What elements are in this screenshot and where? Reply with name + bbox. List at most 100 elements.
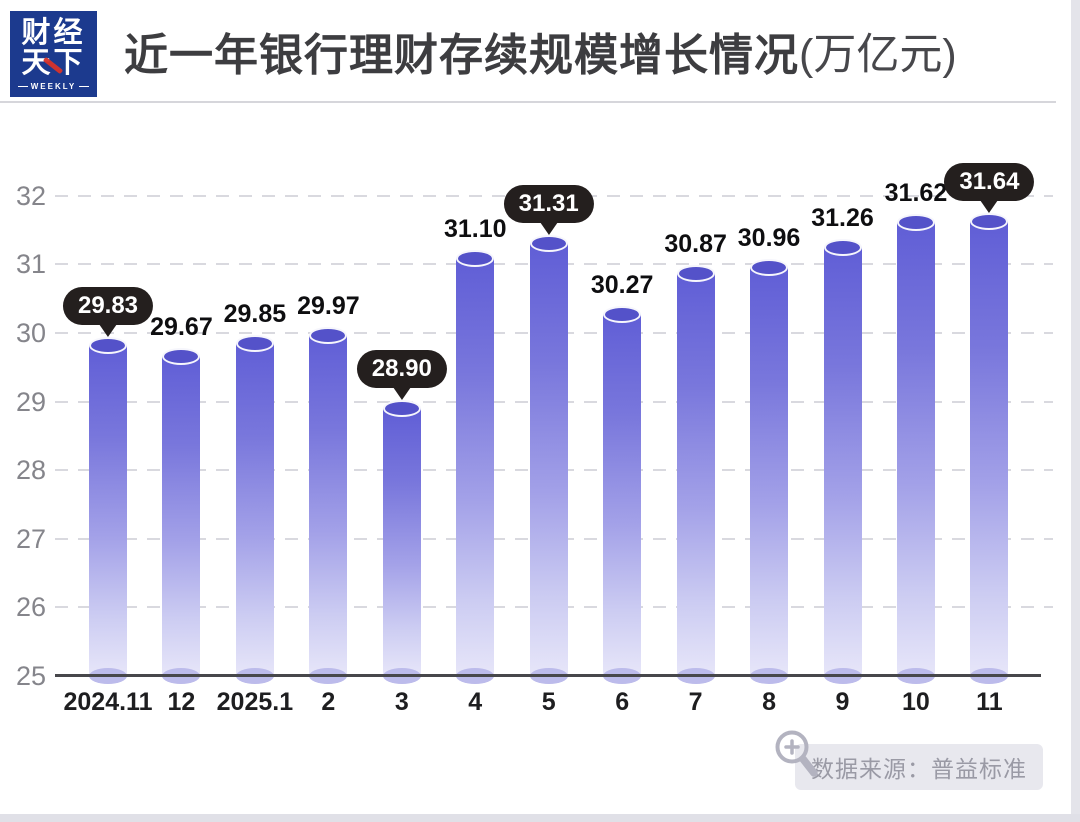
x-tick-label-11: 11 bbox=[976, 688, 1003, 716]
y-tick-label-31: 31 bbox=[15, 249, 46, 280]
page-title-unit: (万亿元) bbox=[799, 31, 957, 79]
bar-2024.11 bbox=[89, 336, 127, 684]
bar-body bbox=[529, 243, 568, 676]
logo-text-line1: 财经 bbox=[21, 16, 86, 49]
callout-tail bbox=[392, 387, 411, 401]
bar-top-ellipse bbox=[162, 347, 201, 365]
value-callout-text: 31.64 bbox=[944, 162, 1035, 201]
bar-11 bbox=[970, 212, 1009, 684]
bar-4 bbox=[456, 249, 495, 684]
x-tick-label-2: 2 bbox=[321, 688, 336, 716]
bar-7 bbox=[676, 265, 715, 684]
bar-12 bbox=[162, 347, 201, 684]
bar-8 bbox=[750, 259, 789, 684]
bar-top-ellipse bbox=[970, 212, 1009, 230]
logo-dash-right bbox=[79, 85, 90, 87]
x-tick-label-8: 8 bbox=[762, 688, 776, 716]
callout-tail bbox=[980, 199, 999, 213]
bar-top-ellipse bbox=[309, 327, 348, 345]
magnifier-plus-icon bbox=[775, 730, 818, 777]
y-tick-label-25: 25 bbox=[15, 661, 46, 691]
value-callout-text: 28.90 bbox=[356, 350, 447, 389]
callout-tail bbox=[539, 222, 558, 236]
value-callout-text: 29.83 bbox=[62, 286, 154, 325]
logo-weekly-text: WEEKLY bbox=[30, 81, 77, 91]
bar-top-ellipse bbox=[676, 265, 715, 283]
value-callout-11: 31.64 bbox=[944, 162, 1035, 213]
x-tick-label-10: 10 bbox=[902, 688, 930, 716]
x-tick-label-6: 6 bbox=[615, 688, 630, 716]
bar-10 bbox=[896, 213, 935, 684]
y-tick-label-28: 28 bbox=[15, 455, 46, 486]
bar-3 bbox=[382, 400, 421, 684]
value-label-6: 30.27 bbox=[590, 271, 654, 300]
page-title: 近一年银行理财存续规模增长情况 (万亿元) bbox=[124, 0, 957, 102]
x-tick-label-12: 12 bbox=[167, 688, 196, 716]
value-label-12: 29.67 bbox=[150, 312, 213, 341]
bar-9 bbox=[823, 238, 862, 684]
bar-body bbox=[235, 343, 274, 676]
value-callout-text: 31.31 bbox=[503, 185, 594, 224]
bar-body bbox=[162, 355, 201, 676]
bar-top-ellipse bbox=[750, 259, 789, 277]
bar-top-ellipse bbox=[603, 306, 642, 324]
x-tick-label-2024.11: 2024.11 bbox=[63, 688, 153, 716]
x-tick-label-4: 4 bbox=[468, 688, 483, 716]
bar-top-ellipse bbox=[235, 335, 274, 353]
y-axis-labels: 25 26 27 28 29 30 31 32 bbox=[0, 182, 46, 690]
value-label-8: 30.96 bbox=[737, 224, 801, 253]
bar-5 bbox=[529, 235, 568, 684]
y-tick-label-29: 29 bbox=[15, 386, 46, 417]
bar-6 bbox=[603, 306, 642, 684]
plot-area: 29.83 2024.11 29.67 12 29.85 2025.1 29.97 2 28.9… bbox=[55, 162, 1055, 716]
bar-top-ellipse bbox=[823, 238, 862, 256]
page-title-main: 近一年银行理财存续规模增长情况 bbox=[124, 31, 799, 80]
brand-logo: 财经 天下 WEEKLY bbox=[10, 11, 97, 97]
bar-top-ellipse bbox=[896, 213, 935, 231]
bar-body bbox=[456, 257, 495, 676]
bar-body bbox=[676, 273, 715, 676]
bar-body bbox=[309, 335, 348, 676]
header-divider bbox=[0, 101, 1056, 103]
bar-top-ellipse bbox=[382, 400, 421, 418]
x-tick-label-9: 9 bbox=[835, 688, 850, 716]
screenshot-edge-right bbox=[1071, 0, 1080, 822]
value-callout-3: 28.90 bbox=[356, 350, 447, 401]
bar-body bbox=[896, 221, 935, 676]
bar-body bbox=[382, 408, 421, 676]
y-tick-label-30: 30 bbox=[15, 318, 46, 348]
bar-body bbox=[750, 267, 789, 676]
bar-2 bbox=[309, 327, 348, 684]
value-callout-2024.11: 29.83 bbox=[62, 286, 154, 337]
y-tick-label-26: 26 bbox=[15, 592, 46, 623]
header: 财经 天下 WEEKLY 近一年银行理财存续规模增长情况(万亿元) bbox=[0, 0, 1080, 103]
bar-body bbox=[970, 220, 1009, 676]
value-label-9: 31.26 bbox=[811, 203, 874, 232]
value-label-2: 29.97 bbox=[297, 292, 360, 321]
x-axis-line bbox=[55, 674, 1041, 677]
value-label-2025.1: 29.85 bbox=[223, 300, 287, 329]
bar-top-ellipse bbox=[529, 235, 568, 253]
bar-2025.1 bbox=[235, 335, 274, 684]
value-label-10: 31.62 bbox=[884, 178, 948, 207]
y-tick-label-27: 27 bbox=[15, 523, 46, 554]
value-callout-5: 31.31 bbox=[503, 185, 594, 236]
data-source-label: 数据来源：普益标准 bbox=[811, 756, 1027, 782]
x-tick-label-3: 3 bbox=[394, 688, 409, 716]
logo-weekly-row: WEEKLY bbox=[17, 81, 90, 91]
x-tick-label-5: 5 bbox=[541, 688, 556, 716]
x-tick-label-7: 7 bbox=[688, 688, 703, 716]
bar-body bbox=[603, 314, 642, 676]
value-label-7: 30.87 bbox=[664, 230, 727, 259]
bar-top-ellipse bbox=[456, 249, 495, 267]
value-label-4: 31.10 bbox=[443, 214, 507, 243]
data-source-box: 数据来源：普益标准 bbox=[795, 744, 1043, 790]
bar-body bbox=[89, 344, 127, 676]
logo-dash-left bbox=[17, 85, 28, 87]
callout-tail bbox=[99, 323, 117, 337]
screenshot-edge-bottom bbox=[0, 814, 1080, 822]
y-tick-label-32: 32 bbox=[15, 180, 46, 211]
x-tick-label-2025.1: 2025.1 bbox=[216, 688, 294, 716]
bar-body bbox=[823, 246, 862, 676]
